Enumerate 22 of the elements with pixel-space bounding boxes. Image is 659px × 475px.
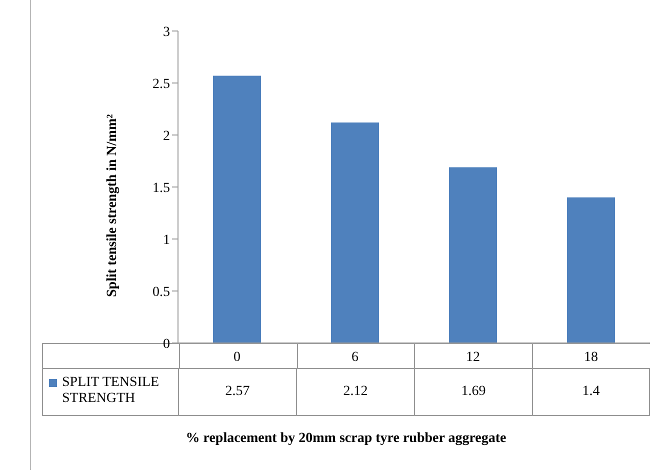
x-tick-label: 6 [352,350,358,365]
y-tick-label: 1.5 [152,180,170,196]
y-axis-title: Split tensile strength in N/mm² [104,114,120,297]
data-label: 1.69 [414,368,532,415]
y-tick-label: 0.5 [152,284,170,300]
data-label: 2.57 [178,368,296,415]
legend-label: SPLIT TENSILE STRENGTH [62,375,160,407]
x-tick-label: 0 [234,350,240,365]
y-tick-label: 3 [163,24,170,40]
y-tick-label: 2 [163,128,170,144]
bar [567,197,615,343]
x-tick-label: 18 [584,350,598,365]
x-axis-title: % replacement by 20mm scrap tyre rubber aggregate [184,431,508,447]
y-tick-label: 1 [163,232,170,248]
x-tick-label: 12 [466,350,480,365]
data-label: 1.4 [532,368,650,415]
data-label: 2.12 [296,368,414,415]
y-tick-label: 0 [163,336,170,352]
bar [213,76,261,343]
y-tick-label: 2.5 [152,76,170,92]
bar [331,122,379,343]
bar [449,167,497,343]
